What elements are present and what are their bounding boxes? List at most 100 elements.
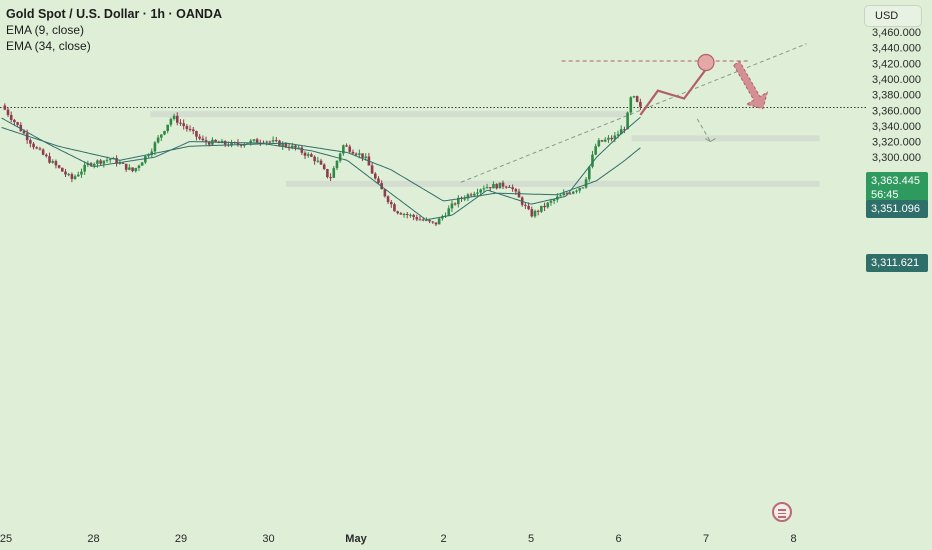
candle-body [32,143,35,148]
candle-body [485,187,489,189]
candle-body [373,173,377,179]
candle-body [562,193,566,196]
candle-body [172,115,176,119]
price-axis-label: 3,420.000 [872,58,921,70]
candle-body [284,143,288,147]
last-price-value: 3,363.445 [871,175,920,187]
candle-body [393,204,396,212]
candle-body [290,145,294,149]
alternate-drop-arrowhead [705,138,716,143]
candle-body [230,142,233,146]
candle-body [552,199,556,201]
candle-body [536,210,540,212]
candle-body [140,162,144,166]
price-axis-label: 3,360.000 [872,105,921,117]
candle-body [450,203,454,209]
candle-body [9,115,13,120]
price-axis-label: 3,460.000 [872,27,921,39]
candle-body [431,221,435,223]
price-axis-label: 3,380.000 [872,90,921,102]
candle-body [495,183,498,189]
candle-body [96,160,99,164]
candle-body [303,152,307,156]
candle-body [131,167,134,172]
candle-body [338,153,342,161]
candle-body [418,219,422,221]
candle-body [412,214,415,218]
alternate-drop-line [696,118,711,142]
candle-body [517,191,521,198]
candle-body [144,156,147,163]
candle-body [160,134,163,138]
candle-body [99,160,102,164]
candle-body [255,139,259,143]
candle-body [16,122,19,125]
candle-body [92,163,96,166]
candle-body [45,154,48,157]
candle-body [514,189,518,192]
price-axis-label: 3,340.000 [872,121,921,133]
candle-body [179,122,182,124]
candle-body [306,154,310,156]
candle-body [316,160,320,162]
candle-body [476,192,479,194]
candle-body [310,154,313,157]
price-axis-label: 3,400.000 [872,74,921,86]
price-axis-label: 3,440.000 [872,43,921,55]
candle-body [297,147,300,149]
candle-body [415,217,419,220]
candle-body [581,187,585,189]
candle-body [594,146,597,155]
candle-body [188,128,192,130]
time-axis-label: 28 [87,533,99,545]
candle-body [473,193,476,196]
candle-body [204,140,208,143]
candle-body [364,156,368,158]
candle-body [479,189,482,193]
candle-body [153,142,157,152]
candle-body [463,198,467,200]
candle-body [22,131,26,134]
candle-body [361,153,364,158]
candle-body [632,96,636,98]
symbol-title[interactable]: Gold Spot / U.S. Dollar · 1h · OANDA [6,7,222,21]
candle-body [591,154,594,167]
candle-body [568,193,572,195]
candle-body [399,213,403,215]
candle-body [342,145,345,154]
candle-body [383,189,387,197]
candle-body [319,160,323,165]
ema-34-legend[interactable]: EMA (34, close) [6,39,91,53]
candle-body [587,166,591,180]
candle-body [198,136,201,139]
candle-body [35,147,39,149]
candle-body [540,205,543,212]
candle-body [207,142,211,145]
candle-body [175,115,179,123]
currency-selector[interactable]: USD [864,5,922,27]
chart-legend: Gold Spot / U.S. Dollar · 1h · OANDA EMA… [6,6,222,54]
candle-body [124,163,128,170]
candle-body [185,126,189,129]
candle-body [533,210,537,217]
candle-body [6,109,10,116]
candle-body [249,140,253,144]
candle-body [639,101,642,107]
candle-body [281,143,284,147]
time-axis-label: 30 [262,533,274,545]
candle-body [67,174,70,176]
ema-9-legend[interactable]: EMA (9, close) [6,23,85,37]
candle-body [48,156,51,163]
candle-body [41,149,45,155]
candle-body [51,161,55,163]
candle-body [326,169,329,178]
candle-body [64,171,67,175]
candle-body [191,129,195,131]
candle-body [623,129,626,131]
candle-body [105,159,109,161]
candle-body [134,167,138,172]
candlestick-series [3,95,642,227]
candle-body [616,134,620,136]
tradingview-flag-icon[interactable] [772,502,792,522]
